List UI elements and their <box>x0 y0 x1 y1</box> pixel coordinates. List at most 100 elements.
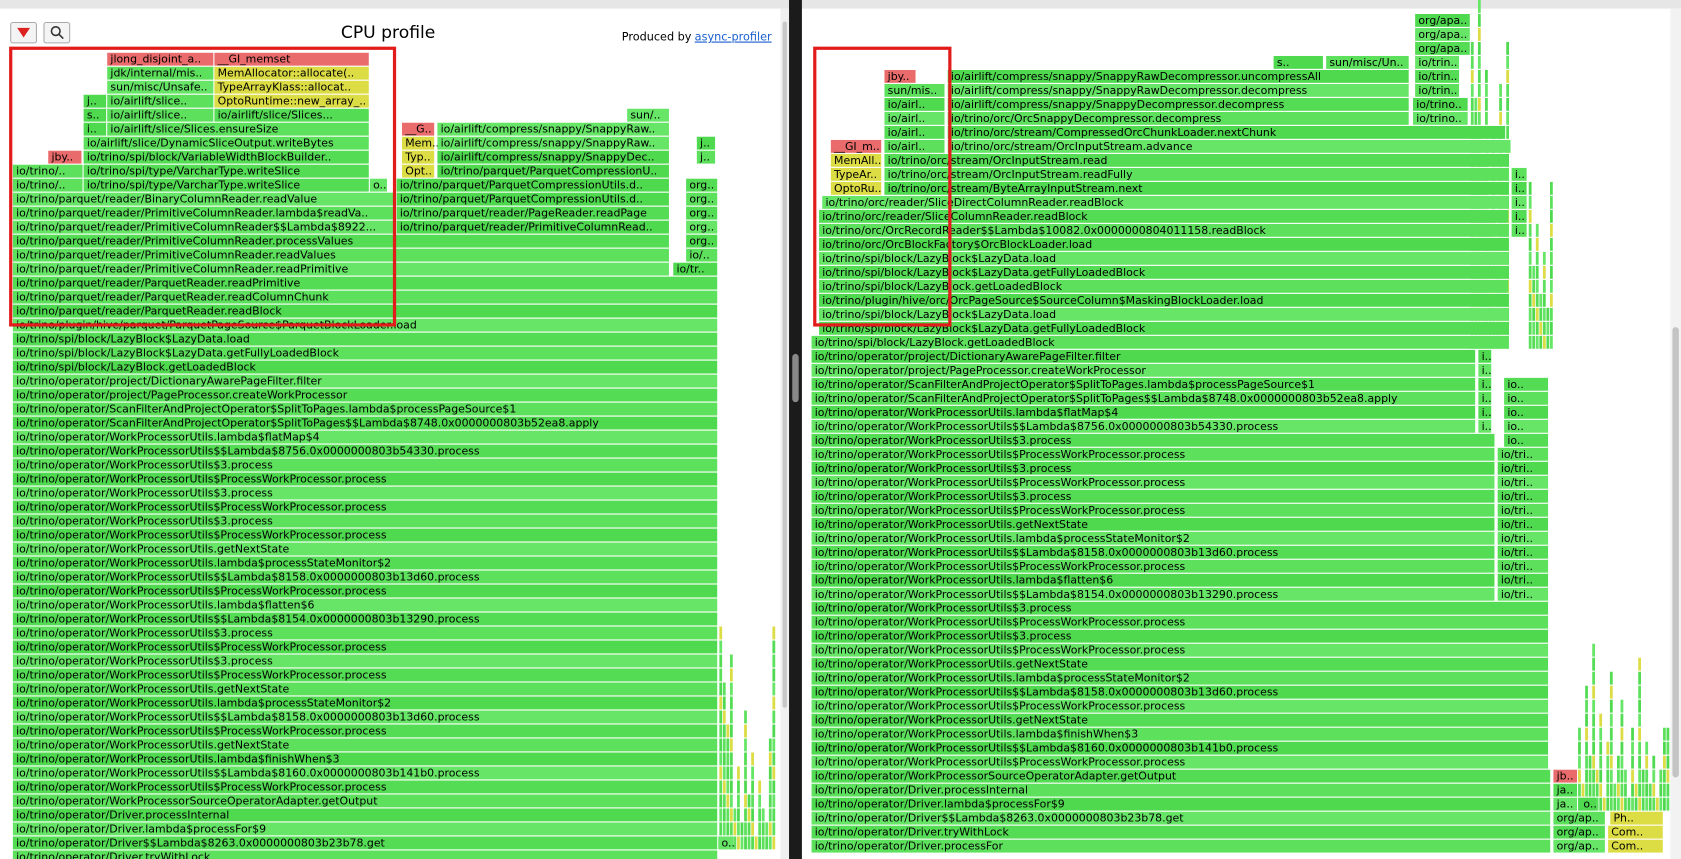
stack-frame[interactable]: Ph.. <box>1610 812 1663 825</box>
stack-frame[interactable]: io/trino/orc/stream/OrcInputStream.readF… <box>884 168 1509 181</box>
stack-frame[interactable]: Com.. <box>1608 826 1663 839</box>
frame-box[interactable] <box>1415 41 1470 55</box>
frame-box[interactable] <box>811 377 1476 391</box>
frame-box[interactable] <box>12 542 718 556</box>
stack-frame[interactable]: org.. <box>686 192 718 206</box>
stack-frame[interactable]: org/apa.. <box>1415 28 1470 41</box>
frame-box[interactable] <box>1580 797 1597 811</box>
frame-box[interactable] <box>718 836 734 850</box>
stack-frame[interactable]: org/apa.. <box>1415 42 1470 55</box>
frame-box[interactable] <box>1504 377 1549 391</box>
frame-box[interactable] <box>12 276 718 290</box>
frame-box[interactable] <box>1415 27 1470 41</box>
stack-frame[interactable]: io/tri.. <box>1497 560 1549 573</box>
stack-frame[interactable]: i.. <box>1478 350 1492 363</box>
stack-frame[interactable]: io/trino/operator/WorkProcessorUtils$Pro… <box>811 504 1495 517</box>
frame-box[interactable] <box>12 682 718 696</box>
stack-frame[interactable]: io/airlift/compress/snappy/SnappyRawDeco… <box>947 70 1409 83</box>
frame-box[interactable] <box>811 405 1476 419</box>
frame-box[interactable] <box>12 556 718 570</box>
left-scroll-thumb[interactable] <box>782 21 787 708</box>
stack-frame[interactable]: io/trino/operator/ScanFilterAndProjectOp… <box>12 417 718 430</box>
stack-frame[interactable]: io/trino/spi/block/LazyBlock$LazyData.lo… <box>819 252 1509 265</box>
stack-frame[interactable]: io/trino/operator/ScanFilterAndProjectOp… <box>811 377 1476 391</box>
stack-frame[interactable]: TypeArrayKlass::allocat.. <box>214 80 369 94</box>
stack-frame[interactable]: io/trino/operator/WorkProcessorUtils$Pro… <box>12 669 718 682</box>
stack-frame[interactable]: __GI_m.. <box>830 140 882 153</box>
stack-frame[interactable]: io/trino/operator/WorkProcessorUtils$$La… <box>811 546 1495 559</box>
stack-frame[interactable]: io/trino/operator/Driver.processFor <box>811 840 1551 853</box>
frame-box[interactable] <box>627 108 669 122</box>
stack-frame[interactable]: jby.. <box>884 70 916 83</box>
profiler-link[interactable]: async-profiler <box>695 31 772 44</box>
stack-frame[interactable]: io/trin.. <box>1415 56 1460 69</box>
right-scroll-thumb[interactable] <box>1672 327 1679 778</box>
frame-box[interactable] <box>83 122 107 136</box>
frame-box[interactable] <box>811 475 1495 489</box>
stack-frame[interactable]: io/trino/spi/block/LazyBlock$LazyData.lo… <box>12 333 718 346</box>
stack-frame[interactable]: io/trino/spi/type/VarcharType.writeSlice <box>83 179 369 192</box>
frame-box[interactable] <box>12 654 718 668</box>
stack-frame[interactable]: i.. <box>1478 392 1492 405</box>
search-button[interactable] <box>43 21 71 44</box>
frame-box[interactable] <box>12 192 396 206</box>
frame-box[interactable] <box>1504 419 1549 433</box>
stack-frame[interactable]: org/ap.. <box>1553 812 1605 825</box>
frame-box[interactable] <box>1608 839 1663 853</box>
frame-box[interactable] <box>83 108 107 122</box>
stack-frame[interactable]: io/trino/parquet/ParquetCompressionUtils… <box>396 193 669 206</box>
stack-frame[interactable]: io/trino/operator/Driver$$Lambda$8263.0x… <box>811 812 1551 825</box>
stack-frame[interactable]: io/trino/operator/WorkProcessorUtils$Pro… <box>811 756 1549 769</box>
stack-frame[interactable]: io/trino/operator/WorkProcessorUtils$Pro… <box>12 529 718 542</box>
frame-box[interactable] <box>12 696 718 710</box>
stack-frame[interactable]: ja.. <box>1553 784 1578 797</box>
frame-box[interactable] <box>686 206 718 220</box>
stack-frame[interactable]: io.. <box>1504 377 1549 391</box>
frame-box[interactable] <box>1497 503 1549 517</box>
stack-frame[interactable]: io/trino/operator/WorkProcessorUtils$Pro… <box>12 501 718 514</box>
frame-box[interactable] <box>1511 209 1527 223</box>
frame-box[interactable] <box>686 192 718 206</box>
frame-box[interactable] <box>12 724 718 738</box>
stack-frame[interactable]: io.. <box>1504 419 1549 433</box>
frame-box[interactable] <box>830 153 882 167</box>
frame-box[interactable] <box>12 570 718 584</box>
stack-frame[interactable]: io/trino/operator/Driver.lambda$processF… <box>12 822 718 835</box>
stack-frame[interactable]: io/airl.. <box>884 126 945 139</box>
frame-box[interactable] <box>1553 769 1578 783</box>
stack-frame[interactable]: io/trino/operator/WorkProcessorUtils.lam… <box>811 532 1495 545</box>
stack-frame[interactable]: io/trino/parquet/reader/PrimitiveColumnR… <box>12 221 396 234</box>
stack-frame[interactable]: io/trino/operator/Driver.tryWithLock <box>811 826 1551 839</box>
frame-box[interactable] <box>12 486 718 500</box>
frame-box[interactable] <box>214 80 369 94</box>
stack-frame[interactable]: io/airl.. <box>884 140 945 153</box>
stack-frame[interactable]: io/trino/operator/WorkProcessorUtils$$La… <box>811 742 1549 755</box>
frame-box[interactable] <box>1504 405 1549 419</box>
frame-box[interactable] <box>107 94 214 108</box>
stack-frame[interactable]: io/trino/parquet/reader/ParquetReader.re… <box>12 276 718 290</box>
stack-frame[interactable]: io/trino/operator/WorkProcessorUtils$Pro… <box>12 585 718 598</box>
stack-frame[interactable]: io/trino/orc/stream/OrcInputStream.advan… <box>947 140 1511 153</box>
frame-box[interactable] <box>1497 489 1549 503</box>
frame-box[interactable] <box>1478 377 1492 391</box>
frame-box[interactable] <box>811 615 1549 629</box>
stack-frame[interactable]: io/trino/operator/WorkProcessorUtils$Pro… <box>811 448 1495 461</box>
stack-frame[interactable]: __GI_memset <box>214 53 369 66</box>
stack-frame[interactable]: io/trino/operator/WorkProcessorUtils$3.p… <box>12 627 718 640</box>
stack-frame[interactable]: io/airlift/compress/snappy/SnappyDecompr… <box>947 98 1409 111</box>
frame-box[interactable] <box>1415 13 1470 27</box>
stack-frame[interactable]: i.. <box>1511 209 1527 223</box>
stack-frame[interactable]: OptoRuntime::new_array_.. <box>214 95 369 108</box>
stack-frame[interactable]: io/tri.. <box>1497 448 1549 461</box>
frame-box[interactable] <box>437 136 669 150</box>
stack-frame[interactable]: io/trino/orc/OrcSnappyDecompressor.decom… <box>947 112 1409 125</box>
frame-box[interactable] <box>12 178 83 192</box>
stack-frame[interactable]: io/trino/operator/WorkProcessorUtils$3.p… <box>811 602 1549 615</box>
stack-frame[interactable]: io/tri.. <box>1497 518 1549 531</box>
frame-box[interactable] <box>811 629 1549 643</box>
stack-frame[interactable]: io/trino/operator/WorkProcessorSourceOpe… <box>12 794 718 807</box>
frame-box[interactable] <box>1412 97 1468 111</box>
stack-frame[interactable]: io/trino/operator/WorkProcessorUtils.get… <box>12 542 718 556</box>
stack-frame[interactable]: o.. <box>369 179 388 192</box>
stack-frame[interactable]: io/airlift/compress/snappy/SnappyRaw.. <box>437 137 669 150</box>
